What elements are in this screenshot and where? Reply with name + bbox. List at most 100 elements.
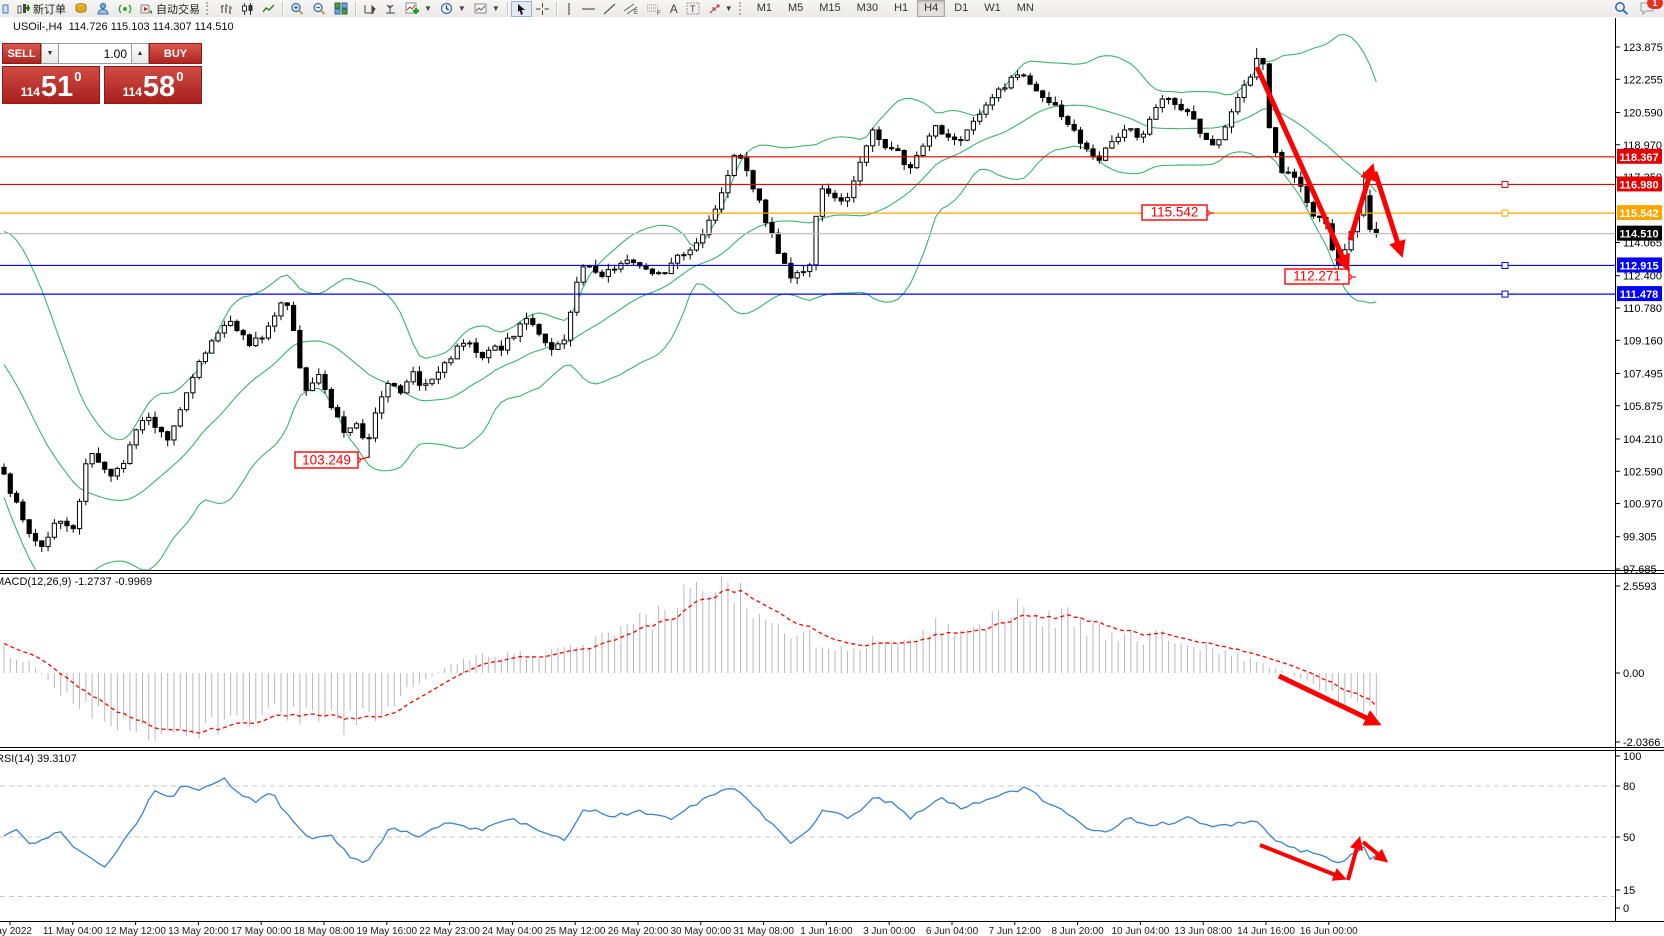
- candle-chart-button[interactable]: [237, 1, 258, 17]
- clock-icon: [440, 2, 453, 15]
- trend-arrow-2[interactable]: [1347, 163, 1377, 241]
- dropdown-caret-icon: ▼: [724, 4, 733, 13]
- ask-price-box[interactable]: 114 58 0: [104, 66, 202, 104]
- zoom-in-icon: [291, 2, 304, 15]
- tf-w1-button[interactable]: W1: [984, 2, 1001, 14]
- indicators-button[interactable]: ▼: [401, 1, 436, 17]
- svg-text:26 May 20:00: 26 May 20:00: [608, 926, 669, 936]
- svg-text:80: 80: [1623, 781, 1635, 793]
- fibonacci-button[interactable]: F: [643, 1, 666, 17]
- bid-main: 51: [40, 71, 74, 103]
- tf-mn-button[interactable]: MN: [1016, 2, 1034, 14]
- hline-handle[interactable]: [1501, 290, 1509, 298]
- templates-button[interactable]: ▼: [470, 1, 504, 17]
- bid-price-box[interactable]: 114 51 0: [2, 66, 100, 104]
- toolbar-separator: [506, 1, 508, 16]
- rsi-indicator-label: RSI(14) 39.3107: [0, 753, 77, 765]
- toolbar-separator: [355, 1, 356, 16]
- trend-arrow-4[interactable]: [1277, 673, 1382, 726]
- svg-text:100: 100: [1623, 751, 1641, 763]
- vertical-line-button[interactable]: [560, 1, 578, 17]
- svg-text:3 Jun 00:00: 3 Jun 00:00: [863, 926, 916, 936]
- rsi-line: [3, 777, 1377, 868]
- price-axis[interactable]: 123.875122.255120.590118.970117.350114.0…: [1615, 42, 1663, 915]
- trend-arrow-7[interactable]: [1361, 840, 1389, 863]
- volume-input[interactable]: [59, 43, 131, 64]
- trend-arrow-1[interactable]: [1254, 65, 1350, 272]
- search-button[interactable]: [1614, 1, 1629, 18]
- hline-handle[interactable]: [1501, 209, 1509, 217]
- trendline-button[interactable]: [599, 1, 620, 17]
- tile-windows-button[interactable]: [330, 1, 352, 17]
- signals-button[interactable]: [114, 1, 136, 17]
- auto-trading-button[interactable]: 自动交易: [136, 1, 204, 17]
- candle-chart-icon: [242, 2, 253, 15]
- tf-m1-button[interactable]: M1: [756, 2, 772, 14]
- text-button[interactable]: A: [669, 1, 678, 16]
- trend-arrow-6[interactable]: [1346, 836, 1364, 881]
- trend-arrow-5[interactable]: [1259, 843, 1347, 881]
- svg-text:109.160: 109.160: [1623, 335, 1663, 347]
- svg-text:25 May 12:00: 25 May 12:00: [545, 926, 606, 936]
- symbol-period-label: USOil-,H4: [13, 21, 63, 33]
- clipped-chart-icon[interactable]: [0, 1, 13, 17]
- svg-text:112.915: 112.915: [1619, 260, 1658, 272]
- tf-m30-button[interactable]: M30: [856, 2, 879, 14]
- zoom-out-button[interactable]: [308, 1, 330, 17]
- price-annotations[interactable]: 103.249 115.542 112.271: [294, 204, 1356, 469]
- panel-separators[interactable]: [0, 18, 1664, 922]
- svg-text:T: T: [690, 4, 696, 14]
- ask-main: 58: [142, 71, 176, 103]
- trend-arrows[interactable]: [1254, 65, 1406, 881]
- sell-button[interactable]: SELL: [2, 43, 41, 64]
- equidistant-channel-button[interactable]: E: [620, 1, 643, 17]
- svg-text:50: 50: [1623, 832, 1635, 844]
- buy-button[interactable]: BUY: [149, 43, 202, 64]
- hline-handle[interactable]: [1501, 261, 1509, 269]
- market-watch-button[interactable]: [70, 1, 92, 17]
- volume-decrease-button[interactable]: ▼: [41, 43, 59, 64]
- svg-text:6 Jun 04:00: 6 Jun 04:00: [926, 926, 979, 936]
- auto-scroll-button[interactable]: [359, 1, 380, 17]
- gold-layers-icon: [75, 3, 87, 13]
- svg-text:15: 15: [1623, 885, 1635, 897]
- line-chart-button[interactable]: [258, 1, 279, 17]
- tf-d1-button[interactable]: D1: [954, 2, 969, 14]
- notifications-button[interactable]: 1: [1639, 0, 1663, 18]
- periods-button[interactable]: ▼: [436, 1, 470, 17]
- new-order-button[interactable]: 新订单: [13, 1, 70, 17]
- svg-text:11 May 04:00: 11 May 04:00: [43, 926, 103, 936]
- volume-increase-button[interactable]: ▲: [131, 43, 149, 64]
- svg-text:22 May 23:00: 22 May 23:00: [419, 926, 480, 936]
- svg-text:100.970: 100.970: [1623, 499, 1663, 511]
- tf-h1-button[interactable]: H1: [894, 2, 909, 14]
- text-label-button[interactable]: T: [682, 1, 704, 17]
- bar-chart-button[interactable]: [216, 1, 237, 17]
- arrows-button[interactable]: ▼: [704, 1, 737, 17]
- tf-m15-button[interactable]: M15: [819, 2, 841, 14]
- svg-text:115.542: 115.542: [1151, 205, 1199, 220]
- accounts-button[interactable]: [92, 1, 114, 17]
- dropdown-caret-icon: ▼: [457, 4, 466, 13]
- chart-shift-button[interactable]: [380, 1, 401, 17]
- toolbar-grip: [206, 2, 213, 15]
- crosshair-icon: [535, 2, 549, 15]
- trend-arrow-3[interactable]: [1372, 171, 1406, 258]
- tf-h4-button[interactable]: H4: [917, 0, 946, 17]
- tf-m5-button[interactable]: M5: [787, 2, 804, 14]
- horizontal-line-icon: [581, 8, 595, 9]
- svg-text:17 May 00:00: 17 May 00:00: [231, 926, 292, 936]
- svg-text:18 May 08:00: 18 May 08:00: [294, 926, 355, 936]
- new-order-label: 新订单: [33, 3, 66, 16]
- profile-icon: [97, 2, 109, 15]
- zoom-in-button[interactable]: [286, 1, 308, 17]
- horizontal-line-button[interactable]: [578, 1, 599, 17]
- cursor-button[interactable]: [510, 0, 532, 17]
- svg-text:116.980: 116.980: [1619, 179, 1658, 191]
- tile-windows-icon: [334, 2, 348, 15]
- hline-handle[interactable]: [1501, 180, 1509, 188]
- ask-superscript: 0: [176, 69, 184, 84]
- crosshair-button[interactable]: [532, 1, 553, 17]
